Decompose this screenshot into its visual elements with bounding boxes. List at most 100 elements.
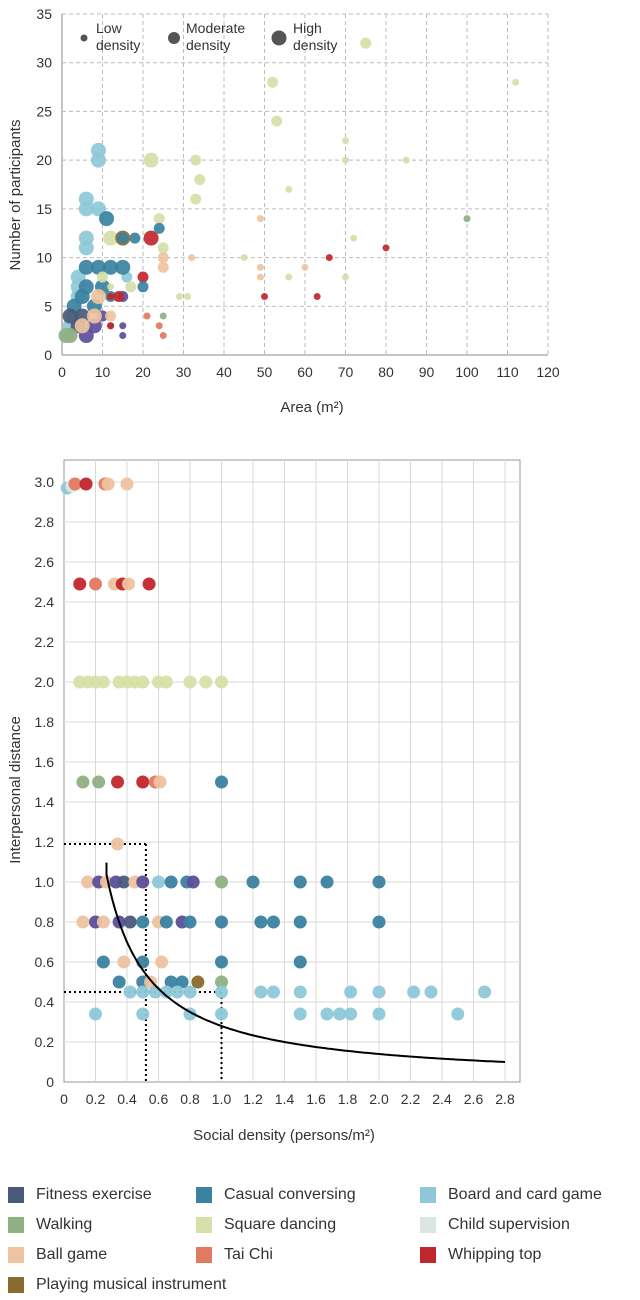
- legend-item-casual: Casual conversing: [196, 1186, 356, 1204]
- chart2-point: [293, 985, 307, 999]
- size-legend-label: High: [293, 20, 322, 36]
- chart2-point: [96, 675, 110, 689]
- chart2-point: [153, 775, 167, 789]
- chart1-point: [261, 293, 268, 301]
- chart2-point: [215, 915, 228, 929]
- chart2-point: [266, 915, 280, 929]
- chart2-x-tick-label: 0.6: [149, 1091, 169, 1107]
- chart2-y-axis-label: Interpersonal distance: [7, 716, 24, 864]
- chart2-point: [215, 955, 228, 969]
- chart1-y-tick-label: 30: [36, 55, 52, 71]
- chart1-point: [117, 232, 129, 244]
- chart1-x-tick-label: 100: [455, 364, 479, 380]
- chart1-point: [256, 263, 264, 271]
- chart2-frame: [63, 459, 521, 1083]
- chart2-point: [68, 477, 82, 491]
- chart1-point: [301, 263, 309, 271]
- chart2-point: [101, 477, 115, 491]
- chart2-x-tick-label: 2.0: [369, 1091, 389, 1107]
- legend-swatch: [420, 1217, 436, 1233]
- chart2-point: [215, 875, 228, 889]
- chart2-point: [89, 577, 102, 591]
- size-legend-label: density: [293, 37, 337, 53]
- chart2-inverse-curve: [105, 862, 506, 1063]
- chart1-point: [190, 193, 202, 205]
- activity-legend: Fitness exercise Casual conversing Board a…: [0, 1170, 640, 1300]
- chart2-x-tick-label: 1.2: [243, 1091, 263, 1107]
- area-participants-chart: 0 10 20 30 40 50 60 70 80 90 100 110 120 0 5 10 15 20 25 30…: [7, 6, 560, 416]
- chart1-y-tick-label: 5: [44, 298, 52, 314]
- chart1-point: [74, 318, 90, 334]
- chart1-point: [113, 291, 125, 303]
- chart2-x-tick-label: 1.6: [306, 1091, 326, 1107]
- chart2-point: [164, 875, 178, 889]
- legend-swatch: [8, 1187, 24, 1203]
- chart2-point: [159, 985, 173, 999]
- chart2-point: [123, 985, 137, 999]
- chart1-point: [129, 232, 141, 244]
- chart2-point: [76, 775, 90, 789]
- chart2-point: [451, 1007, 465, 1021]
- chart2-x-tick-label: 1.4: [275, 1091, 295, 1107]
- chart2-point: [191, 975, 205, 989]
- chart2-point: [478, 985, 492, 999]
- chart2-y-tick-label: 1.8: [35, 714, 55, 730]
- chart1-point: [184, 293, 192, 301]
- chart1-point: [267, 76, 279, 88]
- chart1-point: [137, 271, 149, 283]
- chart2-point: [76, 915, 90, 929]
- chart1-point: [78, 259, 94, 275]
- chart2-point: [293, 955, 307, 969]
- chart2-point: [333, 1007, 347, 1021]
- chart1-point: [342, 273, 349, 281]
- chart2-point: [183, 915, 197, 929]
- chart1-point: [350, 234, 358, 242]
- chart2-y-tick-label: 1.4: [35, 794, 55, 810]
- chart1-point: [285, 273, 293, 281]
- chart1-point: [90, 289, 106, 305]
- legend-item-walking: Walking: [8, 1216, 92, 1234]
- chart1-point: [119, 322, 127, 330]
- chart2-point: [293, 915, 307, 929]
- chart1-point: [107, 293, 115, 301]
- legend-item-dancing: Square dancing: [196, 1216, 336, 1234]
- legend-swatch: [8, 1247, 24, 1263]
- chart1-point: [58, 328, 74, 344]
- chart2-point: [254, 985, 268, 999]
- chart1-point: [256, 215, 264, 223]
- legend-label: Ball game: [36, 1246, 108, 1263]
- chart2-y-tick-label: 2.6: [35, 554, 55, 570]
- chart1-point: [512, 78, 520, 86]
- legend-item-child: Child supervision: [420, 1216, 570, 1234]
- chart1-point: [90, 259, 106, 275]
- legend-swatch: [196, 1217, 212, 1233]
- legend-label: Child supervision: [448, 1216, 570, 1233]
- chart2-point: [344, 1007, 358, 1021]
- chart1-point: [153, 222, 165, 234]
- chart2-point: [111, 837, 125, 851]
- chart2-x-axis-label: Social density (persons/m²): [193, 1127, 375, 1144]
- legend-label: Tai Chi: [224, 1246, 273, 1263]
- legend-label: Fitness exercise: [36, 1186, 152, 1203]
- legend-swatch: [196, 1187, 212, 1203]
- chart2-point: [215, 985, 228, 999]
- chart2-y-tick-label: 2.4: [35, 594, 55, 610]
- chart1-tick-labels: 0 10 20 30 40 50 60 70 80 90 100 110 120 0 5 10 15 20 25 30…: [36, 6, 559, 380]
- chart2-y-tick-label: 1.0: [35, 874, 55, 890]
- chart1-x-tick-label: 30: [176, 364, 192, 380]
- chart1-point: [157, 242, 169, 254]
- legend-item-music: Playing musical instrument: [8, 1276, 226, 1294]
- chart2-x-tick-label: 2.6: [464, 1091, 484, 1107]
- chart2-point: [152, 875, 165, 889]
- chart2-point: [136, 875, 150, 889]
- chart1-x-tick-label: 70: [338, 364, 354, 380]
- chart2-x-tick-label: 1.8: [338, 1091, 358, 1107]
- legend-label: Square dancing: [224, 1216, 337, 1233]
- chart2-point: [320, 1007, 334, 1021]
- chart2-y-tick-label: 0.8: [35, 914, 55, 930]
- chart2-point: [183, 985, 197, 999]
- legend-item-ball: Ball game: [8, 1246, 107, 1264]
- chart2-y-tick-label: 2.0: [35, 674, 55, 690]
- chart1-point: [99, 211, 115, 227]
